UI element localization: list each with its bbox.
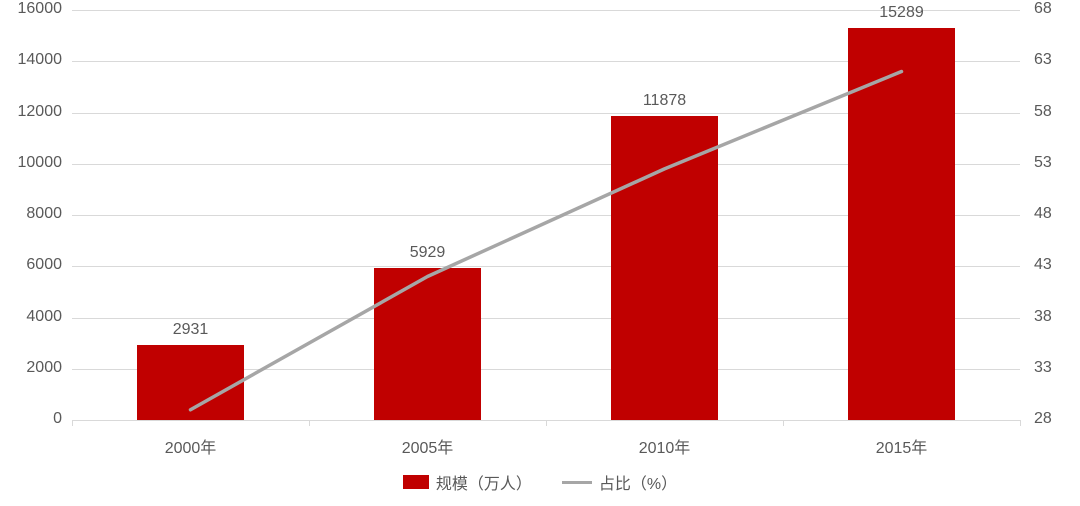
x-tick-label: 2000年	[165, 434, 217, 458]
legend-item: 占比（%）	[562, 470, 677, 494]
y-left-tick-label: 14000	[18, 51, 63, 69]
y-left-tick-label: 10000	[18, 154, 63, 172]
y-left-tick-label: 4000	[26, 308, 62, 326]
legend-swatch-bar	[403, 475, 429, 489]
legend-swatch-line	[562, 481, 592, 484]
legend: 规模（万人） 占比（%）	[0, 470, 1080, 494]
y-left-tick-label: 16000	[18, 0, 63, 18]
line-series	[72, 10, 1020, 420]
x-tick-mark	[72, 420, 73, 426]
y-right-tick-label: 48	[1034, 205, 1052, 223]
y-left-tick-label: 6000	[26, 256, 62, 274]
y-right-tick-label: 63	[1034, 51, 1052, 69]
x-tick-mark	[309, 420, 310, 426]
legend-label: 规模（万人）	[436, 470, 532, 494]
x-tick-mark	[546, 420, 547, 426]
y-left-tick-label: 0	[53, 410, 62, 428]
y-right-tick-label: 28	[1034, 410, 1052, 428]
x-tick-label: 2005年	[402, 434, 454, 458]
x-tick-label: 2010年	[639, 434, 691, 458]
y-left-tick-label: 2000	[26, 359, 62, 377]
x-tick-mark	[783, 420, 784, 426]
y-right-tick-label: 68	[1034, 0, 1052, 18]
x-tick-label: 2015年	[876, 434, 928, 458]
y-right-tick-label: 53	[1034, 154, 1052, 172]
y-left-tick-label: 8000	[26, 205, 62, 223]
y-left-tick-label: 12000	[18, 103, 63, 121]
y-right-tick-label: 38	[1034, 308, 1052, 326]
x-tick-mark	[1020, 420, 1021, 426]
legend-label: 占比（%）	[599, 470, 677, 494]
y-right-tick-label: 33	[1034, 359, 1052, 377]
chart: 293159291187815289 0 2000 4000 6000 8000 1000…	[0, 0, 1080, 506]
plot-area: 293159291187815289	[72, 10, 1020, 420]
y-right-tick-label: 43	[1034, 256, 1052, 274]
y-right-tick-label: 58	[1034, 103, 1052, 121]
legend-item: 规模（万人）	[403, 470, 532, 494]
